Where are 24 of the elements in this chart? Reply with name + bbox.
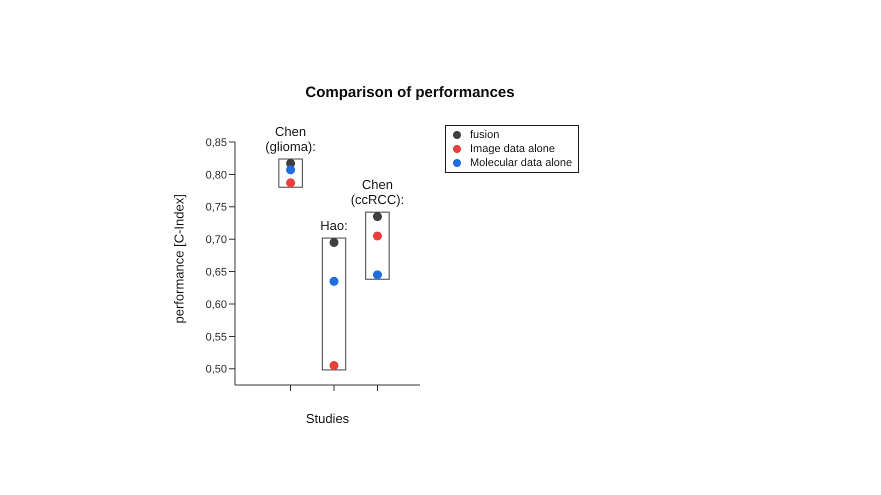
y-axis-title: performance [C-Index] [172,194,187,324]
chart-title: Comparison of performances [304,84,516,101]
point [330,361,339,370]
y-tick-label: 0,70 [206,234,227,246]
point [372,270,382,280]
legend-label: fusion [470,128,500,142]
y-tick-label: 0,60 [206,298,227,311]
legend-label: Molecular data alone [470,156,572,170]
y-tick-label: 0,50 [206,364,227,376]
legend-label: Image data alone [470,142,556,156]
x-axis-title: Studies [306,411,350,426]
annotation: Chen (glioma): [265,124,316,154]
annotation: Hao: [320,218,348,234]
annotation: Chen (ccRCC): [350,177,404,208]
y-tick-label: 0,75 [206,202,227,214]
point [286,178,296,188]
point [372,212,382,222]
point [330,276,339,286]
point [372,231,382,240]
y-tick-label: 0,85 [206,136,227,149]
point [330,238,339,247]
y-tick-label: 0,65 [206,266,227,279]
y-tick-label: 0,80 [206,169,227,182]
y-tick-label: 0,55 [206,331,227,344]
